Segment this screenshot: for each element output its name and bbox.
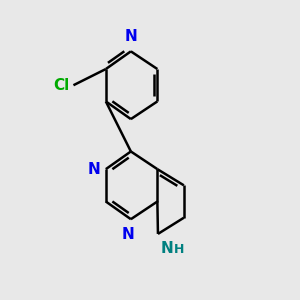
Text: N: N	[124, 29, 137, 44]
Text: N: N	[161, 241, 174, 256]
Text: N: N	[87, 162, 100, 177]
Text: H: H	[174, 243, 184, 256]
Text: N: N	[122, 226, 134, 242]
Text: Cl: Cl	[53, 78, 69, 93]
